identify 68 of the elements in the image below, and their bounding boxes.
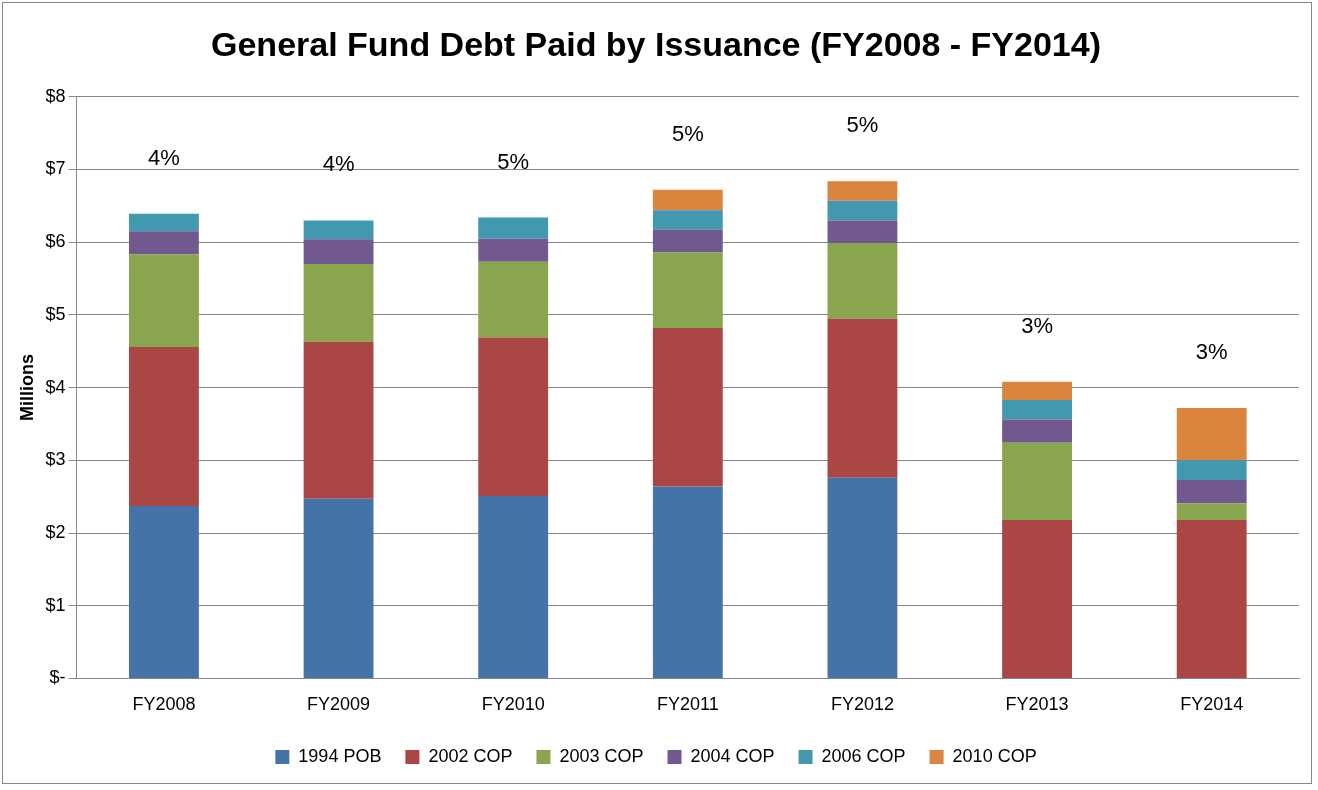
- legend-label: 2010 COP: [952, 745, 1037, 766]
- bar: [129, 346, 199, 507]
- y-tick-label: $4: [45, 376, 66, 397]
- bar: [1176, 407, 1247, 461]
- bar: [827, 318, 898, 478]
- bar: [1176, 479, 1247, 504]
- bar: [1176, 503, 1247, 520]
- bar: [478, 495, 549, 678]
- annotation: 4%: [148, 144, 180, 170]
- bar: [303, 239, 374, 265]
- bar: [1002, 519, 1072, 678]
- y-tick-label: $7: [45, 158, 66, 179]
- legend-label: 1994 POB: [298, 745, 382, 766]
- y-axis-title: Millions: [16, 354, 37, 422]
- annotation: 5%: [846, 112, 879, 138]
- y-tick-label: $1: [45, 594, 66, 615]
- y-tick-label: $-: [49, 667, 66, 688]
- chart-title: General Fund Debt Paid by Issuance (FY2008 - FY2014): [211, 24, 1101, 63]
- bar: [652, 189, 723, 211]
- legend-label: 2004 COP: [690, 745, 775, 766]
- bar: [1176, 519, 1247, 678]
- legend-label: 2002 COP: [428, 745, 513, 766]
- bar: [652, 252, 723, 328]
- y-tick-label: $6: [45, 231, 66, 252]
- bar: [827, 200, 898, 221]
- y-tick-label: $8: [45, 85, 66, 106]
- bar: [478, 238, 549, 262]
- x-tick-label: FY2013: [1005, 694, 1069, 715]
- y-tick-label: $2: [45, 521, 66, 542]
- x-tick-label: FY2014: [1180, 694, 1244, 715]
- x-tick-label: FY2012: [830, 694, 894, 715]
- bar: [1002, 442, 1072, 520]
- y-tick-label: $3: [45, 449, 66, 470]
- bar: [827, 242, 898, 319]
- bar: [303, 498, 374, 678]
- bar: [1002, 419, 1072, 443]
- annotation: 3%: [1195, 339, 1228, 365]
- bar: [652, 327, 723, 487]
- bar: [1002, 381, 1072, 400]
- legend-label: 2006 COP: [821, 745, 906, 766]
- bar: [827, 220, 898, 243]
- bar: [303, 264, 374, 342]
- bar: [827, 181, 898, 201]
- bar: [129, 506, 199, 678]
- bar: [478, 261, 549, 338]
- bar: [129, 213, 199, 232]
- bar: [129, 254, 199, 347]
- annotation: 3%: [1021, 312, 1053, 338]
- annotation: 4%: [322, 151, 355, 177]
- bar: [652, 229, 723, 253]
- bar: [1002, 399, 1072, 420]
- legend-label: 2003 COP: [559, 745, 644, 766]
- bar: [478, 217, 549, 239]
- x-tick-label: FY2008: [132, 694, 196, 715]
- annotation: 5%: [671, 120, 704, 146]
- bar: [129, 231, 199, 255]
- annotation: 5%: [497, 148, 530, 174]
- bar: [652, 486, 723, 678]
- bar: [827, 477, 898, 678]
- bar: [303, 341, 374, 499]
- bar: [478, 337, 549, 496]
- bar: [303, 220, 374, 240]
- x-tick-label: FY2009: [307, 694, 371, 715]
- bar: [652, 210, 723, 230]
- bar: [1176, 460, 1247, 480]
- x-tick-label: FY2010: [481, 694, 545, 715]
- y-tick-label: $5: [45, 303, 66, 324]
- x-tick-label: FY2011: [656, 694, 719, 715]
